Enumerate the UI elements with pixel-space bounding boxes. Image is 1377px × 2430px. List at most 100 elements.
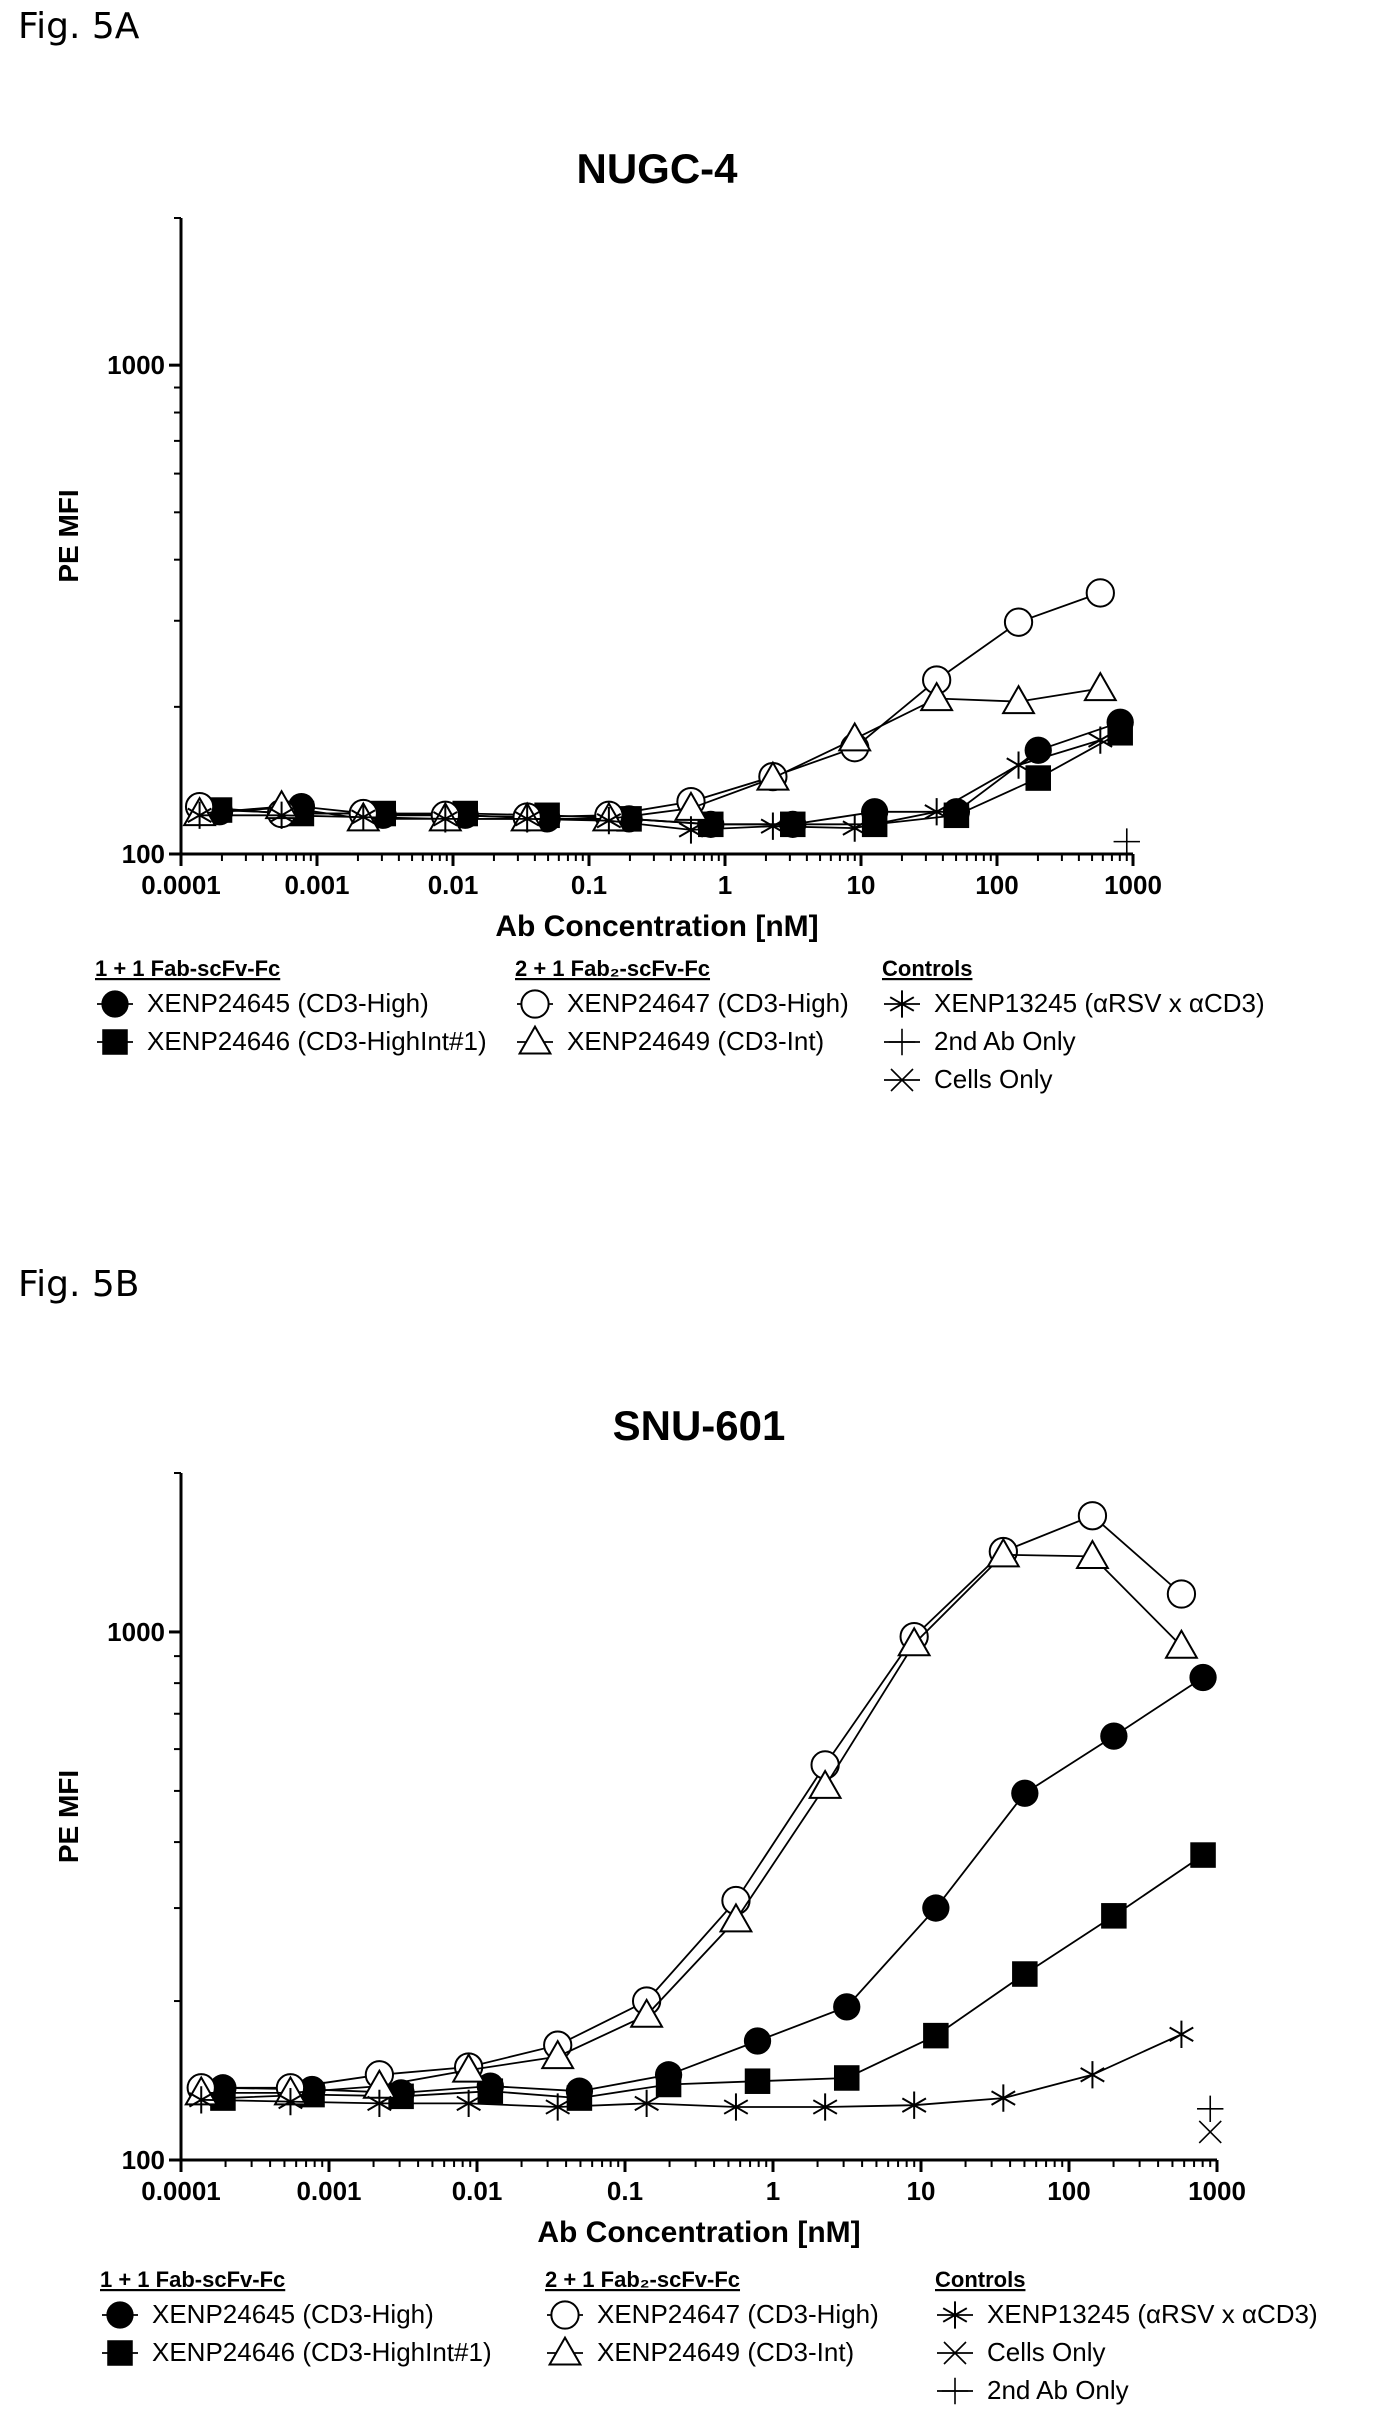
- x-tick-label: 10: [847, 870, 876, 900]
- data-point: [629, 1997, 664, 2028]
- legend-marker: [888, 1028, 916, 1056]
- series-line: [199, 739, 1101, 831]
- data-point: [1085, 578, 1115, 608]
- data-point: [1169, 2020, 1194, 2048]
- data-point: [540, 2039, 575, 2070]
- data-point: [755, 760, 791, 791]
- data-point: [1100, 1722, 1128, 1750]
- data-point: [833, 1993, 861, 2021]
- data-point: [807, 1768, 843, 1799]
- x-tick-label: 1000: [1104, 870, 1162, 900]
- data-point: [1197, 2095, 1224, 2123]
- legend-label: 2nd Ab Only: [987, 2375, 1129, 2405]
- legend-group-title: 1 + 1 Fab-scFv-Fc: [100, 2267, 285, 2292]
- x-tick-label: 0.1: [571, 870, 607, 900]
- legend-marker: [106, 2301, 134, 2329]
- legend-group-title: 2 + 1 Fab₂-scFv-Fc: [545, 2267, 740, 2292]
- series-line: [201, 2033, 1182, 2108]
- series-2nd-ab-only: [1113, 828, 1140, 855]
- data-point: [897, 1626, 932, 1657]
- data-point: [922, 1894, 950, 1922]
- series-line: [199, 687, 1101, 820]
- legend-group-title: Controls: [882, 956, 972, 981]
- x-tick-label: 0.01: [428, 870, 479, 900]
- legend-label: XENP24649 (CD3-Int): [567, 1026, 824, 1056]
- x-tick-label: 1: [766, 2176, 780, 2206]
- series-xenp13245-rsv-x-cd3: [187, 726, 1113, 844]
- data-point: [743, 2027, 772, 2055]
- data-point: [986, 1537, 1021, 1568]
- data-point: [744, 2068, 771, 2094]
- x-axis-label: Ab Concentration [nM]: [495, 910, 818, 943]
- series-line: [222, 1854, 1204, 2100]
- series-line: [201, 1514, 1182, 2089]
- legend-marker: [547, 2335, 583, 2366]
- legend-item-xenp24646-cd3-highint-1: XENP24646 (CD3-HighInt#1): [102, 2337, 492, 2367]
- series-xenp24649-cd3-int: [184, 1537, 1199, 2106]
- legend-label: XENP24646 (CD3-HighInt#1): [152, 2337, 492, 2367]
- data-point: [187, 801, 212, 829]
- data-point: [901, 2091, 927, 2119]
- series-cells-only: [1198, 2120, 1222, 2144]
- series-line: [199, 592, 1101, 819]
- x-tick-label: 0.001: [284, 870, 349, 900]
- y-tick-label: 100: [122, 839, 165, 869]
- data-point: [1088, 726, 1113, 754]
- chart-snu-601: SNU-601 0.0001 0.001 0.01 0.1 1 10 100 1000 100 10…: [53, 1402, 1318, 2405]
- legend-marker: [107, 2340, 133, 2366]
- data-point: [723, 2093, 749, 2121]
- data-point: [1083, 671, 1118, 702]
- x-axis-label: Ab Concentration [nM]: [537, 2216, 860, 2249]
- data-point: [760, 812, 786, 840]
- series-2nd-ab-only: [1197, 2095, 1224, 2123]
- legend-item-xenp13245-rsv-x-cd3: XENP13245 (αRSV x αCD3): [937, 2299, 1318, 2329]
- data-point: [842, 814, 868, 842]
- data-point: [923, 2022, 949, 2049]
- data-point: [655, 2071, 682, 2098]
- data-point: [1198, 2120, 1222, 2144]
- series-xenp24647-cd3-high: [186, 1501, 1197, 2103]
- legend-label: Cells Only: [934, 1064, 1052, 1094]
- legend-group-title: 1 + 1 Fab-scFv-Fc: [95, 956, 280, 981]
- x-tick-label: 1: [718, 870, 732, 900]
- data-point: [1189, 1663, 1217, 1692]
- data-point: [1011, 1779, 1039, 1807]
- legend-label: XENP24645 (CD3-High): [147, 988, 429, 1018]
- data-point: [1164, 1628, 1199, 1659]
- legend-item-xenp24645-cd3-high: XENP24645 (CD3-High): [102, 2299, 434, 2329]
- y-tick-label: 1000: [107, 1617, 165, 1647]
- data-point: [1001, 684, 1036, 715]
- y-axis-label: PE MFI: [53, 1770, 84, 1863]
- legend-item-xenp13245-rsv-x-cd3: XENP13245 (αRSV x αCD3): [884, 988, 1265, 1018]
- legend-marker: [942, 2301, 968, 2329]
- series-line: [222, 1676, 1204, 2094]
- legend-item-xenp24649-cd3-int: XENP24649 (CD3-Int): [517, 1024, 824, 1056]
- legend-item-xenp24645-cd3-high: XENP24645 (CD3-High): [97, 988, 429, 1018]
- legend-label: XENP24646 (CD3-HighInt#1): [147, 1026, 487, 1056]
- legend-marker: [517, 1024, 553, 1055]
- legend-item-xenp24649-cd3-int: XENP24649 (CD3-Int): [547, 2335, 854, 2367]
- x-tick-label: 0.0001: [141, 2176, 221, 2206]
- data-point: [514, 805, 540, 833]
- data-point: [350, 803, 376, 831]
- data-point: [837, 721, 872, 752]
- series-xenp24646-cd3-highint-1: [210, 1842, 1216, 2111]
- legend-label: XENP13245 (αRSV x αCD3): [934, 988, 1265, 1018]
- legend-marker: [943, 2341, 967, 2365]
- legend-label: Cells Only: [987, 2337, 1105, 2367]
- chart-title: NUGC-4: [576, 145, 738, 192]
- data-point: [433, 805, 458, 833]
- data-point: [1101, 1903, 1127, 1929]
- series-xenp24647-cd3-high: [184, 578, 1115, 832]
- legend-marker: [101, 990, 129, 1018]
- x-tick-label: 100: [1047, 2176, 1090, 2206]
- data-point: [634, 2089, 659, 2118]
- legend-marker: [550, 2300, 580, 2330]
- data-point: [451, 2052, 486, 2083]
- legend-group-title: Controls: [935, 2267, 1025, 2292]
- data-point: [924, 798, 949, 826]
- data-point: [367, 2089, 392, 2118]
- data-point: [1003, 607, 1034, 637]
- legend-label: XENP13245 (αRSV x αCD3): [987, 2299, 1318, 2329]
- data-point: [1077, 1501, 1108, 1531]
